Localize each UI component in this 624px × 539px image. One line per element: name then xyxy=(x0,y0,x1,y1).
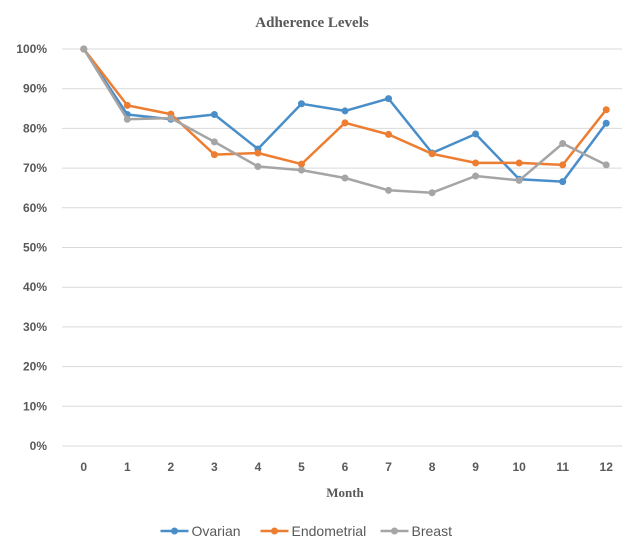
y-tick-label: 10% xyxy=(23,399,47,413)
legend-item-endometrial: Endometrial xyxy=(260,523,367,539)
data-point xyxy=(210,111,218,119)
x-tick-label: 7 xyxy=(385,460,392,474)
data-point xyxy=(123,115,131,123)
data-point xyxy=(297,100,305,108)
x-tick-label: 8 xyxy=(429,460,436,474)
series-line xyxy=(82,48,608,183)
legend-swatch-marker xyxy=(271,527,278,535)
gridlines xyxy=(62,48,622,447)
y-tick-label: 0% xyxy=(30,439,48,453)
data-point xyxy=(254,149,262,157)
data-point xyxy=(602,119,610,127)
x-tick-label: 3 xyxy=(211,460,218,474)
series-lines xyxy=(80,45,610,197)
x-axis-title: Month xyxy=(326,485,364,500)
legend-label: Ovarian xyxy=(192,523,241,539)
x-tick-label: 4 xyxy=(255,460,262,474)
y-tick-label: 80% xyxy=(23,121,47,135)
data-point xyxy=(602,106,610,114)
y-axis-tick-labels: 0% 10% 20% 30% 40% 50% 60% 70% 80% 90% 100% xyxy=(16,42,47,453)
x-tick-label: 5 xyxy=(298,460,305,474)
data-point xyxy=(602,161,610,169)
x-tick-label: 11 xyxy=(556,460,569,474)
data-point xyxy=(297,166,305,174)
data-point xyxy=(428,189,436,197)
legend-swatch-marker xyxy=(391,527,398,535)
data-point xyxy=(167,114,175,122)
data-point xyxy=(254,163,262,171)
y-tick-label: 50% xyxy=(23,241,47,255)
data-point xyxy=(515,176,523,184)
legend-label: Breast xyxy=(412,523,453,539)
y-tick-label: 40% xyxy=(23,280,47,294)
data-point xyxy=(210,138,218,146)
chart-title: Adherence Levels xyxy=(255,15,369,31)
series-line xyxy=(82,48,608,167)
data-point xyxy=(472,159,480,167)
legend: Ovarian Endometrial Breast xyxy=(160,523,453,539)
y-tick-label: 100% xyxy=(16,42,47,56)
data-point xyxy=(515,159,523,167)
x-axis-tick-labels: 0 1 2 3 4 5 6 7 8 9 10 11 12 xyxy=(80,460,613,474)
data-point xyxy=(297,160,305,168)
x-tick-label: 6 xyxy=(342,460,349,474)
x-tick-label: 2 xyxy=(168,460,175,474)
data-point xyxy=(210,151,218,159)
data-point xyxy=(341,119,349,127)
x-tick-label: 0 xyxy=(80,460,87,474)
y-tick-label: 60% xyxy=(23,201,47,215)
data-point xyxy=(559,178,567,186)
legend-item-ovarian: Ovarian xyxy=(160,523,241,539)
data-point xyxy=(385,186,393,194)
legend-swatch-marker xyxy=(171,527,178,535)
x-tick-label: 1 xyxy=(124,460,131,474)
x-tick-label: 10 xyxy=(512,460,526,474)
y-tick-label: 70% xyxy=(23,161,47,175)
y-tick-label: 20% xyxy=(23,360,47,374)
data-point xyxy=(385,130,393,138)
x-tick-label: 9 xyxy=(472,460,479,474)
series-endometrial xyxy=(80,45,610,169)
data-point xyxy=(341,107,349,115)
y-tick-label: 90% xyxy=(23,82,47,96)
data-point xyxy=(80,45,88,53)
y-tick-label: 30% xyxy=(23,320,47,334)
x-tick-label: 12 xyxy=(600,460,614,474)
data-point xyxy=(472,172,480,180)
data-point xyxy=(472,130,480,138)
data-point xyxy=(123,101,131,109)
data-point xyxy=(559,139,567,147)
data-point xyxy=(341,174,349,182)
series-breast xyxy=(80,45,610,197)
data-point xyxy=(428,150,436,158)
legend-label: Endometrial xyxy=(292,523,367,539)
data-point xyxy=(385,95,393,103)
legend-item-breast: Breast xyxy=(380,523,453,539)
data-point xyxy=(559,161,567,169)
